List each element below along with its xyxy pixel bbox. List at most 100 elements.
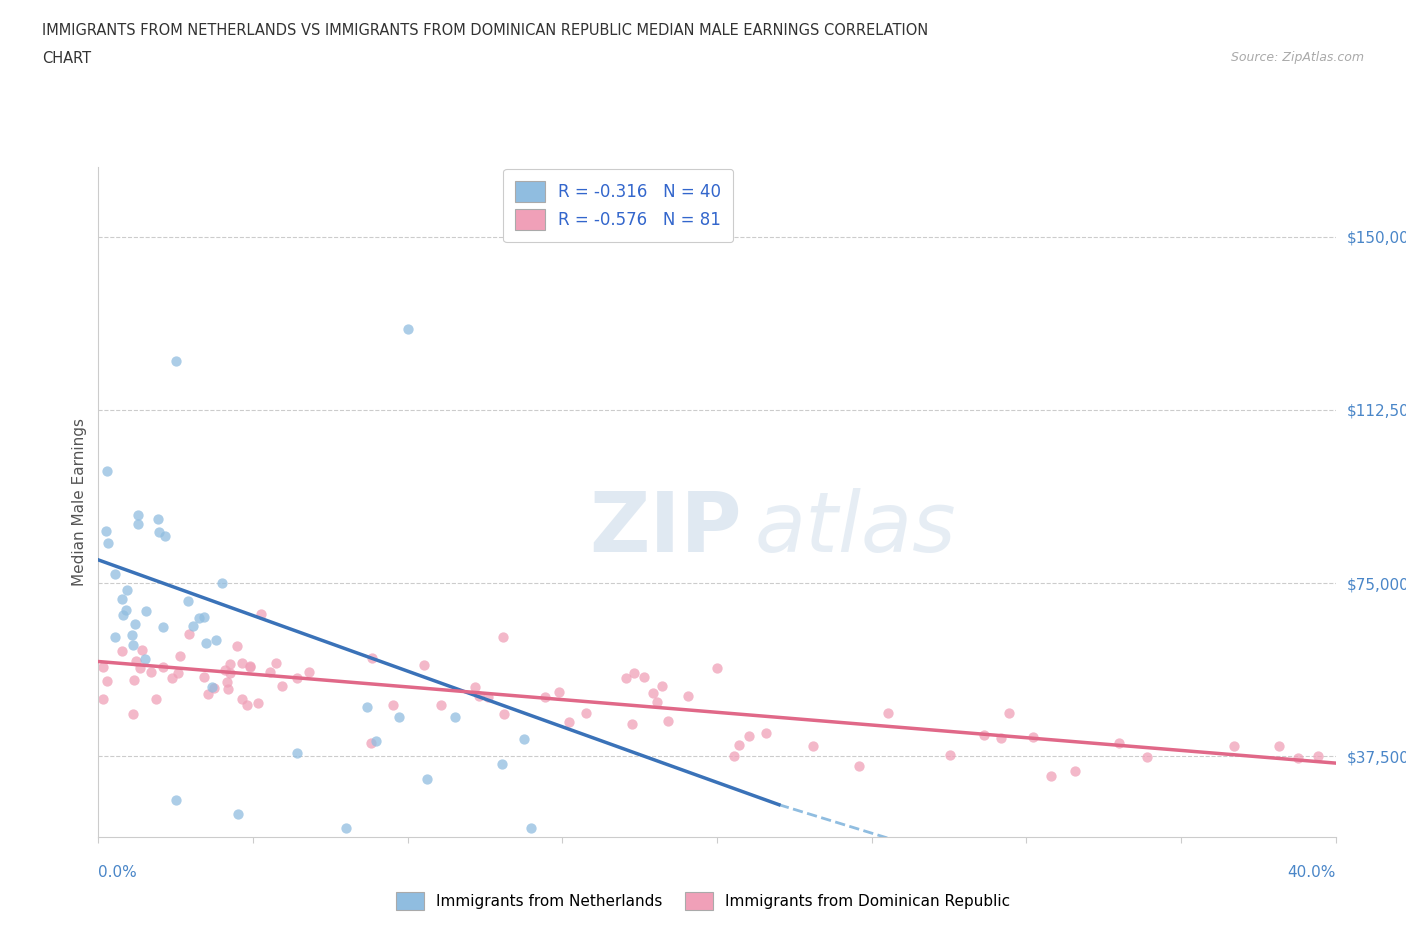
Point	[364, 734, 387, 749]
Point	[204, 632, 226, 647]
Point	[396, 322, 419, 337]
Point	[111, 644, 134, 658]
Text: IMMIGRANTS FROM NETHERLANDS VS IMMIGRANTS FROM DOMINICAN REPUBLIC MEDIAN MALE EA: IMMIGRANTS FROM NETHERLANDS VS IMMIGRANT…	[42, 23, 928, 38]
Point	[738, 728, 761, 743]
Point	[179, 627, 201, 642]
Point	[115, 583, 138, 598]
Point	[997, 706, 1019, 721]
Point	[217, 674, 239, 689]
Point	[468, 688, 491, 703]
Point	[633, 670, 655, 684]
Point	[121, 707, 143, 722]
Point	[1064, 764, 1087, 778]
Point	[250, 606, 273, 621]
Point	[239, 659, 262, 674]
Point	[97, 536, 120, 551]
Point	[1286, 751, 1309, 765]
Point	[247, 696, 270, 711]
Point	[169, 648, 191, 663]
Point	[155, 529, 177, 544]
Point	[96, 674, 118, 689]
Point	[127, 516, 149, 531]
Point	[104, 630, 127, 644]
Point	[127, 508, 149, 523]
Text: Source: ZipAtlas.com: Source: ZipAtlas.com	[1230, 51, 1364, 64]
Point	[226, 638, 249, 653]
Point	[145, 692, 167, 707]
Point	[218, 665, 240, 680]
Point	[413, 658, 436, 672]
Point	[160, 671, 183, 685]
Point	[285, 671, 308, 685]
Point	[231, 692, 253, 707]
Point	[122, 672, 145, 687]
Point	[647, 695, 669, 710]
Point	[152, 619, 174, 634]
Point	[1022, 730, 1045, 745]
Point	[135, 604, 157, 618]
Point	[285, 745, 308, 760]
Point	[575, 706, 598, 721]
Point	[197, 686, 219, 701]
Point	[491, 757, 513, 772]
Text: ZIP: ZIP	[589, 488, 742, 569]
Point	[266, 656, 288, 671]
Point	[226, 806, 249, 821]
Point	[131, 642, 153, 657]
Point	[801, 738, 824, 753]
Text: 40.0%: 40.0%	[1288, 865, 1336, 880]
Point	[1108, 736, 1130, 751]
Point	[534, 689, 557, 704]
Point	[723, 749, 745, 764]
Point	[335, 820, 357, 835]
Point	[641, 685, 664, 700]
Point	[360, 735, 382, 750]
Point	[1268, 738, 1291, 753]
Point	[111, 591, 134, 606]
Point	[298, 665, 321, 680]
Point	[623, 665, 645, 680]
Point	[356, 699, 378, 714]
Point	[939, 748, 962, 763]
Point	[214, 662, 236, 677]
Point	[621, 716, 644, 731]
Point	[548, 684, 571, 699]
Point	[114, 603, 136, 618]
Point	[91, 660, 114, 675]
Point	[93, 692, 115, 707]
Point	[444, 710, 467, 724]
Point	[382, 698, 405, 713]
Point	[494, 707, 516, 722]
Point	[1136, 750, 1159, 764]
Point	[165, 792, 187, 807]
Point	[877, 706, 900, 721]
Point	[134, 652, 156, 667]
Point	[271, 678, 294, 693]
Point	[657, 713, 679, 728]
Point	[124, 617, 146, 631]
Point	[187, 611, 209, 626]
Point	[231, 656, 253, 671]
Point	[96, 524, 118, 538]
Point	[848, 758, 870, 773]
Point	[513, 731, 536, 746]
Point	[152, 659, 174, 674]
Y-axis label: Median Male Earnings: Median Male Earnings	[72, 418, 87, 586]
Point	[477, 690, 499, 705]
Point	[217, 682, 239, 697]
Text: atlas: atlas	[754, 488, 956, 569]
Point	[125, 654, 148, 669]
Point	[416, 772, 439, 787]
Point	[706, 661, 728, 676]
Point	[112, 607, 135, 622]
Point	[1306, 749, 1329, 764]
Point	[139, 664, 162, 679]
Point	[1040, 768, 1063, 783]
Point	[259, 665, 281, 680]
Point	[520, 820, 543, 835]
Point	[430, 698, 453, 712]
Point	[122, 637, 145, 652]
Point	[128, 660, 150, 675]
Text: 0.0%: 0.0%	[98, 865, 138, 880]
Legend: Immigrants from Netherlands, Immigrants from Dominican Republic: Immigrants from Netherlands, Immigrants …	[388, 884, 1018, 918]
